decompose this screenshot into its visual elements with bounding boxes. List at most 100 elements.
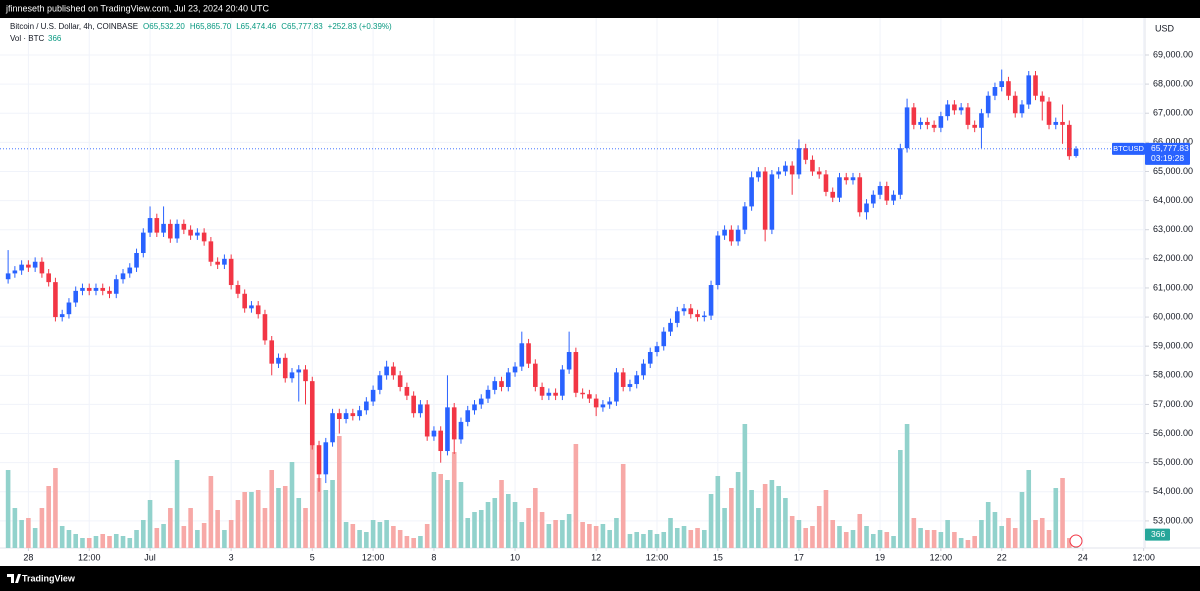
volume-bar bbox=[742, 424, 748, 548]
x-tick-label: 3 bbox=[229, 552, 234, 562]
volume-bar bbox=[397, 530, 403, 548]
volume-bar bbox=[343, 522, 349, 548]
x-tick-label: Jul bbox=[144, 552, 156, 562]
volume-bar bbox=[505, 494, 511, 548]
volume-bar bbox=[53, 468, 58, 548]
volume-bar bbox=[330, 480, 335, 548]
candle-body bbox=[729, 229, 734, 242]
candle-body bbox=[789, 165, 795, 175]
volume-bar bbox=[46, 486, 51, 548]
candle-body bbox=[992, 87, 998, 96]
candle-body bbox=[391, 366, 396, 376]
volume-bar bbox=[938, 532, 944, 548]
volume-bar bbox=[276, 488, 281, 548]
legend-change: +252.83 (+0.39%) bbox=[328, 22, 392, 31]
candle-body bbox=[695, 314, 700, 318]
volume-bar bbox=[877, 530, 883, 548]
volume-bar bbox=[181, 526, 187, 548]
price-tag-price: 65,777.83 bbox=[1151, 143, 1189, 153]
candle-body bbox=[59, 314, 65, 318]
volume-bar bbox=[147, 500, 153, 548]
volume-bar bbox=[898, 450, 903, 548]
candle-body bbox=[485, 389, 491, 399]
candle-body bbox=[1066, 124, 1072, 157]
volume-bar bbox=[296, 498, 302, 548]
candle-body bbox=[397, 375, 403, 387]
candle-body bbox=[884, 186, 890, 201]
axes: 53,000.00 54,000.00 55,000.00 56,000.00 57,0… bbox=[0, 49, 1193, 562]
candle-body bbox=[870, 194, 876, 204]
volume-bar bbox=[553, 520, 558, 548]
volume-bar bbox=[864, 526, 869, 548]
volume-pane bbox=[5, 424, 1079, 548]
candle-body bbox=[769, 174, 775, 230]
candle-body bbox=[830, 191, 836, 198]
volume-bar bbox=[404, 536, 410, 548]
candle-body bbox=[634, 375, 640, 385]
volume-bar bbox=[519, 522, 525, 548]
x-tick-label: 28 bbox=[23, 552, 33, 562]
candle-body bbox=[222, 258, 227, 265]
volume-bar bbox=[783, 498, 788, 548]
x-tick-label: 22 bbox=[997, 552, 1007, 562]
volume-bar bbox=[472, 512, 477, 548]
candle-body bbox=[877, 186, 883, 195]
volume-bar bbox=[249, 492, 254, 548]
grid bbox=[0, 18, 1145, 548]
volume-bar bbox=[411, 538, 416, 548]
candle-body bbox=[208, 241, 214, 262]
x-tick-label: 8 bbox=[431, 552, 436, 562]
volume-bar bbox=[735, 472, 741, 548]
volume-bar bbox=[918, 528, 923, 548]
candle-body bbox=[1019, 104, 1025, 114]
candle-body bbox=[499, 381, 504, 387]
candle-body bbox=[282, 357, 288, 379]
candle-body bbox=[492, 381, 498, 390]
candle-body bbox=[364, 401, 369, 411]
volume-bar bbox=[289, 462, 295, 548]
x-tick-label: 12:00 bbox=[1132, 552, 1155, 562]
x-tick-label: 19 bbox=[875, 552, 885, 562]
header-text: jfinneseth published on TradingView.com,… bbox=[5, 3, 270, 13]
candle-body bbox=[174, 223, 180, 239]
candle-body bbox=[925, 121, 930, 125]
candle-body bbox=[1033, 75, 1038, 96]
volume-bar bbox=[566, 514, 572, 548]
volume-bar bbox=[1033, 520, 1038, 548]
volume-bar bbox=[539, 512, 545, 548]
candle-body bbox=[796, 148, 802, 175]
x-tick-label: 5 bbox=[310, 552, 315, 562]
candle-body bbox=[53, 282, 58, 318]
volume-bar bbox=[674, 528, 680, 548]
candle-body bbox=[140, 232, 146, 254]
volume-bar bbox=[255, 490, 261, 548]
candle-body bbox=[931, 124, 937, 128]
candle-body bbox=[1012, 95, 1018, 114]
x-tick-label: 12:00 bbox=[362, 552, 385, 562]
volume-bar bbox=[134, 530, 139, 548]
volume-bar bbox=[1060, 478, 1065, 548]
candle-body bbox=[668, 322, 673, 332]
candle-body bbox=[181, 223, 187, 230]
candle-body bbox=[566, 352, 572, 370]
candle-body bbox=[1026, 75, 1032, 105]
y-tick-label: 64,000.00 bbox=[1153, 195, 1193, 205]
volume-bar bbox=[86, 538, 92, 548]
legend-close: C65,777.83 bbox=[281, 22, 323, 31]
candle-body bbox=[756, 171, 761, 178]
volume-bar bbox=[647, 530, 653, 548]
candle-body bbox=[708, 285, 714, 316]
volume-bar bbox=[925, 530, 930, 548]
volume-bar bbox=[391, 526, 396, 548]
volume-bar bbox=[756, 508, 761, 548]
candle-body bbox=[424, 404, 430, 437]
volume-bar bbox=[168, 508, 173, 548]
candle-body bbox=[749, 177, 754, 207]
x-tick-label: 24 bbox=[1078, 552, 1088, 562]
candle-body bbox=[580, 392, 585, 395]
y-tick-label: 53,000.00 bbox=[1153, 515, 1193, 525]
candle-body bbox=[533, 363, 538, 387]
y-tick-label: 60,000.00 bbox=[1153, 311, 1193, 321]
volume-bar bbox=[702, 530, 707, 548]
